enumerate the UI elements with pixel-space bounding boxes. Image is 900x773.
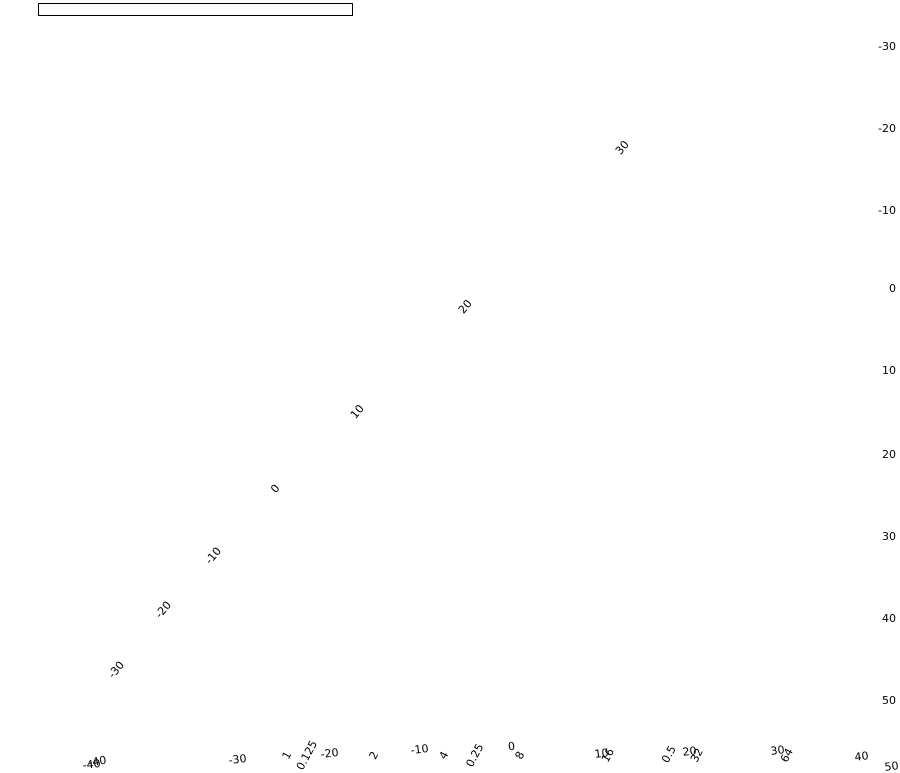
mixing-ratio-label-0.5: 0.5 (659, 744, 679, 766)
temp-label-right-20: 20 (882, 448, 896, 461)
mixing-ratio-label-32: 32 (688, 746, 706, 764)
temp-label-right-10: 10 (882, 364, 896, 377)
temp-label-right--30: -30 (878, 40, 896, 53)
mixing-ratio-label-4: 4 (437, 749, 452, 761)
isotherm-diagonal-label--20: -20 (153, 599, 175, 621)
temp-label-bottom-0: 0 (507, 740, 516, 754)
mixing-ratio-label-2: 2 (367, 749, 382, 761)
temp-label-right--10: -10 (878, 204, 896, 217)
temp-label-right-0: 0 (889, 282, 896, 295)
temp-label-bottom-30: 30 (770, 743, 785, 758)
temp-label-bottom--20: -20 (320, 746, 339, 761)
mixing-ratio-label-64: 64 (778, 746, 796, 764)
temp-label-bottom-10: 10 (594, 746, 609, 761)
isotherm-diagonal-label--10: -10 (203, 545, 225, 567)
mixing-ratio-label-16: 16 (599, 746, 617, 764)
temp-label-bottom-50: 50 (884, 759, 899, 773)
temp-label-right-30: 30 (882, 530, 896, 543)
mixing-ratio-label-0.125: 0.125 (294, 738, 320, 772)
sounding-indices-box (38, 3, 353, 16)
temp-label-bottom--30: -30 (228, 752, 247, 767)
isotherm-diagonal-label-20: 20 (456, 297, 475, 316)
isotherm-diagonal-label-30: 30 (613, 138, 632, 157)
temp-label-bottom--40: -40 (82, 757, 101, 772)
mixing-ratio-label-0.25: 0.25 (463, 741, 486, 769)
temp-label-bottom--10: -10 (410, 742, 429, 757)
temp-label-bottom--40: -40 (87, 754, 107, 770)
temp-label-bottom-20: 20 (682, 744, 697, 759)
temp-label-bottom-40: 40 (854, 749, 869, 764)
temp-label-right--20: -20 (878, 122, 896, 135)
isotherm-diagonal-label-0: 0 (268, 482, 282, 496)
isotherm-diagonal-label--30: -30 (106, 659, 128, 681)
mixing-ratio-label-8: 8 (513, 749, 528, 761)
temp-label-right-50: 50 (882, 694, 896, 707)
temp-label-right-40: 40 (882, 612, 896, 625)
isotherm-diagonal-label-10: 10 (348, 402, 367, 421)
mixing-ratio-label-1: 1 (280, 749, 295, 761)
